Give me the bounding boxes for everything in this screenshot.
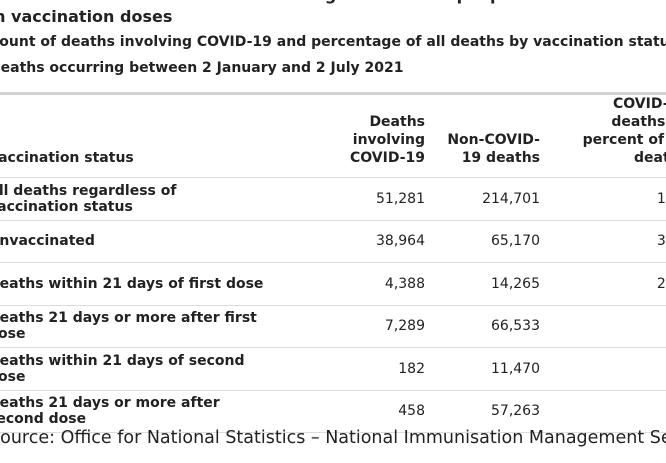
cell-status: Deaths within 21 days of first dose <box>0 262 270 306</box>
table-header-row: Vaccination status Deaths involving COVI… <box>0 95 666 178</box>
cell-covid-percent: 9.9 <box>540 305 666 348</box>
table-source-note: Source: Office for National Statistics –… <box>0 428 666 448</box>
table-row: All deaths regardless of vaccination sta… <box>0 177 666 221</box>
cell-status: Deaths within 21 days of second dose <box>0 347 270 391</box>
cell-non-covid-deaths: 57,263 <box>425 390 540 433</box>
cell-covid-percent: 23.5 <box>540 262 666 306</box>
cell-status: Deaths 21 days or more after first dose <box>0 305 270 348</box>
cell-status: All deaths regardless of vaccination sta… <box>0 177 270 221</box>
table-row: Deaths 21 days or more after first dose … <box>0 305 666 348</box>
header-deaths-involving-covid: Deaths involving COVID-19 <box>270 95 425 178</box>
header-covid-percent-label: COVID-19 deaths as percent of all deaths <box>582 96 666 166</box>
cell-covid-deaths: 7,289 <box>270 305 425 348</box>
cell-non-covid-deaths: 11,470 <box>425 347 540 391</box>
table-row: Deaths within 21 days of first dose 4,38… <box>0 262 666 306</box>
table-subtitle: Count of deaths involving COVID-19 and p… <box>0 34 666 50</box>
cell-status: Unvaccinated <box>0 220 270 263</box>
cell-covid-percent: 0.8 <box>540 390 666 433</box>
table-row: Unvaccinated 38,964 65,170 37.4 <box>0 220 666 263</box>
header-deaths-involving-covid-label: Deaths involving COVID-19 <box>349 114 425 166</box>
cell-non-covid-deaths: 14,265 <box>425 262 540 306</box>
table-title: Table 1: There were 640 deaths involving… <box>0 0 666 26</box>
cell-covid-deaths: 38,964 <box>270 220 425 263</box>
vaccination-deaths-table: Vaccination status Deaths involving COVI… <box>0 95 666 433</box>
table-row: Deaths within 21 days of second dose 182… <box>0 347 666 391</box>
cell-covid-deaths: 182 <box>270 347 425 391</box>
cell-non-covid-deaths: 214,701 <box>425 177 540 221</box>
table-row: Deaths 21 days or more after second dose… <box>0 390 666 433</box>
cell-covid-percent: 1.6 <box>540 347 666 391</box>
cell-covid-deaths: 4,388 <box>270 262 425 306</box>
header-covid-percent: COVID-19 deaths as percent of all deaths <box>540 95 666 178</box>
cell-non-covid-deaths: 66,533 <box>425 305 540 348</box>
cell-covid-percent: 19.3 <box>540 177 666 221</box>
table-date-range: Deaths occurring between 2 January and 2… <box>0 60 404 76</box>
header-vaccination-status: Vaccination status <box>0 95 270 178</box>
header-non-covid-deaths-label: Non-COVID-19 deaths <box>447 132 540 166</box>
cell-covid-deaths: 458 <box>270 390 425 433</box>
cell-covid-percent: 37.4 <box>540 220 666 263</box>
header-non-covid-deaths: Non-COVID-19 deaths <box>425 95 540 178</box>
cell-status: Deaths 21 days or more after second dose <box>0 390 270 433</box>
cell-covid-deaths: 51,281 <box>270 177 425 221</box>
table-top-rule <box>0 92 666 95</box>
cell-non-covid-deaths: 65,170 <box>425 220 540 263</box>
